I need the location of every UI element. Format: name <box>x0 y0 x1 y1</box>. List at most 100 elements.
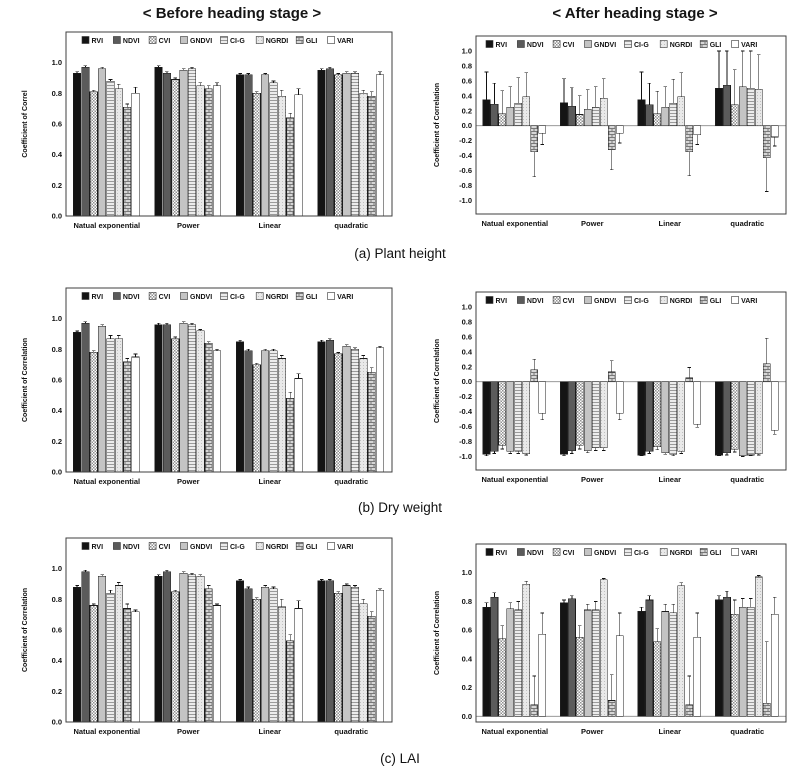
svg-text:Linear: Linear <box>659 475 682 484</box>
bar-RVI <box>317 341 326 473</box>
svg-text:1.0: 1.0 <box>462 568 472 577</box>
plot-border <box>475 35 787 215</box>
bar-CI-G <box>106 80 115 217</box>
svg-text:GLI: GLI <box>710 42 722 49</box>
bar-GNDVI <box>98 68 107 217</box>
bar-NDVI <box>325 580 334 723</box>
bar-VARI <box>615 125 624 134</box>
svg-text:0.4: 0.4 <box>52 406 63 415</box>
bar-RVI <box>637 611 646 717</box>
svg-text:quadratic: quadratic <box>334 477 368 486</box>
bar-NGRDI <box>754 88 763 127</box>
bar-NGRDI <box>522 96 531 127</box>
bars <box>73 65 385 217</box>
svg-text:Linear: Linear <box>259 221 282 230</box>
bar-VARI <box>693 125 701 136</box>
svg-text:RVI: RVI <box>496 550 508 557</box>
bar-CI-G <box>591 106 600 127</box>
title-after-heading-stage: < After heading stage > <box>552 5 718 22</box>
svg-text:GNDVI: GNDVI <box>594 42 616 49</box>
bar-CI-G <box>187 324 196 473</box>
bar-CVI <box>252 364 261 473</box>
bar-CVI <box>576 114 584 127</box>
bar-GLI <box>367 372 376 473</box>
svg-text:-0.6: -0.6 <box>459 166 472 175</box>
chart-svg-lai-after: 1.0 0.8 0.6 0.4 0.2 0.0 Coefficient of Correla… <box>434 543 787 736</box>
bar-CVI <box>576 637 584 717</box>
svg-text:0.8: 0.8 <box>462 61 472 70</box>
bar-NDVI <box>723 596 731 717</box>
bar-CVI <box>653 113 662 127</box>
bar-NDVI <box>81 66 90 217</box>
y-axis-label: Coefficient of Correlation <box>434 591 441 675</box>
legend: RVI NDVI CVI GNDVI CI-G NGRDI GLI VARI <box>485 40 757 49</box>
svg-text:GLI: GLI <box>710 550 722 557</box>
svg-text:VARI: VARI <box>741 298 757 305</box>
svg-text:quadratic: quadratic <box>334 221 368 230</box>
bar-GNDVI <box>261 350 270 473</box>
svg-text:quadratic: quadratic <box>730 475 764 484</box>
bar-CVI <box>731 381 739 450</box>
bar-CVI <box>498 638 507 717</box>
bar-NGRDI <box>277 606 286 723</box>
bar-RVI <box>73 332 82 473</box>
bar-CVI <box>334 592 343 723</box>
bar-GNDVI <box>661 381 670 454</box>
svg-text:quadratic: quadratic <box>730 727 764 736</box>
x-axis: Natual exponential Power Linear quadratic <box>481 475 764 484</box>
bar-NGRDI <box>196 330 205 473</box>
bar-NDVI <box>645 381 654 452</box>
chart-lai-after: 1.0 0.8 0.6 0.4 0.2 0.0 Coefficient of Correla… <box>430 540 792 751</box>
caption-lai: (c) LAI <box>380 751 420 766</box>
bar-GLI <box>530 704 538 717</box>
chart-svg-dry-weight-before: 1.0 0.8 0.6 0.4 0.2 0.0 Coefficient of Correla… <box>22 287 393 486</box>
bar-RVI <box>154 576 163 723</box>
svg-text:VARI: VARI <box>337 294 353 301</box>
chart-svg-plant-height-after: 1.0 0.8 0.6 0.4 0.2 0.0 -0.2 -0.4 -0.6 -0.8 -1.0 Co… <box>434 35 787 228</box>
bar-VARI <box>376 74 385 217</box>
bar-CI-G <box>746 606 755 717</box>
chart-svg-lai-before: 1.0 0.8 0.6 0.4 0.2 0.0 Coefficient of Correla… <box>22 537 393 736</box>
svg-text:-0.8: -0.8 <box>459 181 472 190</box>
bar-CI-G <box>591 609 600 717</box>
svg-text:-0.4: -0.4 <box>459 407 473 416</box>
x-axis: Natual exponential Power Linear quadratic <box>73 727 368 736</box>
legend: RVI NDVI CVI GNDVI CI-G NGRDI GLI VARI <box>485 548 757 557</box>
bar-CI-G <box>514 381 523 452</box>
bar-RVI <box>482 99 491 127</box>
bar-NGRDI <box>359 603 368 723</box>
bar-CVI <box>171 79 180 217</box>
bar-CI-G <box>514 609 523 717</box>
svg-text:RVI: RVI <box>92 38 104 45</box>
bar-NDVI <box>162 324 171 473</box>
bar-NGRDI <box>277 96 286 217</box>
svg-text:0.6: 0.6 <box>52 120 62 129</box>
bar-RVI <box>560 381 568 455</box>
bar-GLI <box>762 703 771 717</box>
bar-GLI <box>685 125 693 153</box>
svg-text:0.4: 0.4 <box>462 654 473 663</box>
bar-GLI <box>607 371 616 383</box>
bar-VARI <box>213 605 222 723</box>
bar-VARI <box>770 381 779 431</box>
bar-NGRDI <box>196 85 205 217</box>
bars <box>73 569 385 723</box>
svg-text:GNDVI: GNDVI <box>594 298 616 305</box>
bar-GNDVI <box>739 86 747 127</box>
x-axis: Natual exponential Power Linear quadratic <box>73 477 368 486</box>
bar-CVI <box>252 599 261 723</box>
bar-CI-G <box>746 88 755 127</box>
svg-text:GLI: GLI <box>306 38 318 45</box>
bar-NDVI <box>645 104 654 127</box>
bar-GLI <box>530 369 538 383</box>
bar-GLI <box>367 96 376 217</box>
bar-RVI <box>73 73 82 217</box>
bar-GNDVI <box>506 106 515 127</box>
bar-NDVI <box>81 571 90 723</box>
bar-GNDVI <box>661 106 670 127</box>
bar-NGRDI <box>677 585 686 717</box>
svg-text:CVI: CVI <box>159 544 171 551</box>
bar-CVI <box>498 381 507 446</box>
bar-NDVI <box>723 85 731 127</box>
bar-RVI <box>236 341 245 473</box>
